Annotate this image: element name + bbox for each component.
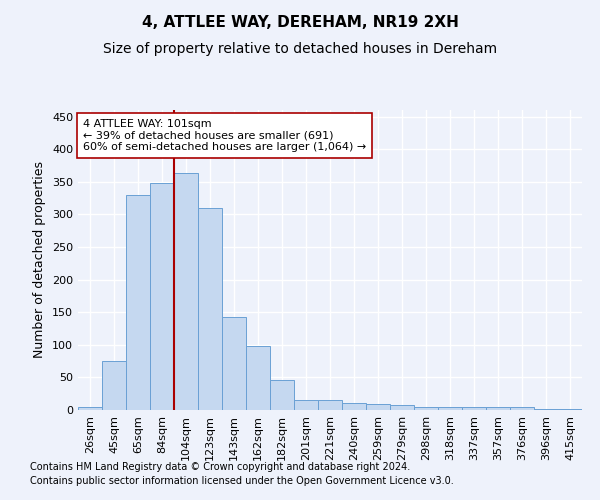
Bar <box>126 195 150 410</box>
Bar <box>462 406 486 410</box>
Bar <box>486 408 510 410</box>
Bar <box>390 405 414 410</box>
Bar <box>366 404 390 410</box>
Text: Contains HM Land Registry data © Crown copyright and database right 2024.: Contains HM Land Registry data © Crown c… <box>30 462 410 472</box>
Bar <box>150 183 174 410</box>
Bar <box>558 408 582 410</box>
Bar <box>270 380 294 410</box>
Text: Size of property relative to detached houses in Dereham: Size of property relative to detached ho… <box>103 42 497 56</box>
Bar <box>198 208 222 410</box>
Bar <box>294 400 318 410</box>
Bar <box>78 406 102 410</box>
Bar <box>318 400 342 410</box>
Text: 4 ATTLEE WAY: 101sqm
← 39% of detached houses are smaller (691)
60% of semi-deta: 4 ATTLEE WAY: 101sqm ← 39% of detached h… <box>83 119 366 152</box>
Bar <box>414 406 438 410</box>
Text: 4, ATTLEE WAY, DEREHAM, NR19 2XH: 4, ATTLEE WAY, DEREHAM, NR19 2XH <box>142 15 458 30</box>
Bar <box>174 174 198 410</box>
Bar <box>102 361 126 410</box>
Y-axis label: Number of detached properties: Number of detached properties <box>34 162 46 358</box>
Bar <box>246 346 270 410</box>
Bar <box>342 404 366 410</box>
Bar <box>510 408 534 410</box>
Text: Contains public sector information licensed under the Open Government Licence v3: Contains public sector information licen… <box>30 476 454 486</box>
Bar <box>222 318 246 410</box>
Bar <box>534 408 558 410</box>
Bar <box>438 406 462 410</box>
